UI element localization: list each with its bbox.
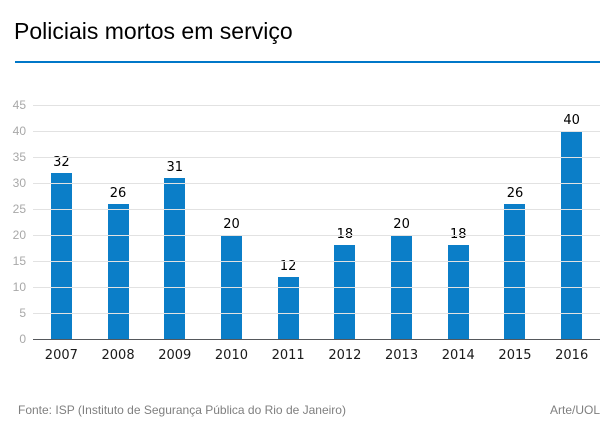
bar-group-2014: 18: [430, 105, 487, 339]
x-tick-label-2015: 2015: [498, 348, 532, 363]
bar-group-2015: 26: [487, 105, 544, 339]
title-underline: [15, 61, 600, 63]
y-tick-label-15: 15: [12, 254, 26, 268]
bar-2011: [277, 276, 299, 339]
gridline-15: [33, 261, 600, 262]
gridline-25: [33, 209, 600, 210]
gridline-35: [33, 157, 600, 158]
gridline-10: [33, 287, 600, 288]
y-tick-label-35: 35: [12, 150, 26, 164]
bar-group-2016: 40: [543, 105, 600, 339]
bar-2014: [447, 245, 469, 339]
chart-footer: Fonte: ISP (Instituto de Segurança Públi…: [18, 403, 600, 417]
x-tick-label-2011: 2011: [271, 348, 305, 363]
x-tick-label-2009: 2009: [158, 348, 192, 363]
x-axis: 2007 2008 2009 2010 2011 2012 2013 2014 2015 2016: [33, 348, 600, 363]
gridline-40: [33, 131, 600, 132]
bar-2008: [107, 203, 129, 339]
x-tick-label-2013: 2013: [385, 348, 419, 363]
bar-2015: [504, 203, 526, 339]
y-tick-label-25: 25: [12, 202, 26, 216]
y-tick-label-5: 5: [19, 306, 26, 320]
y-tick-label-30: 30: [12, 176, 26, 190]
bar-value-label-2007: 32: [53, 154, 70, 170]
bar-group-2009: 31: [146, 105, 203, 339]
bar-value-label-2009: 31: [166, 159, 184, 175]
bar-group-2010: 20: [203, 105, 260, 339]
x-tick-label-2007: 2007: [44, 348, 78, 363]
bar-group-2012: 18: [317, 105, 374, 339]
credit: Arte/UOL: [549, 403, 600, 417]
bar-group-2013: 20: [373, 105, 430, 339]
bar-value-label-2013: 20: [393, 217, 410, 232]
y-tick-label-45: 45: [12, 98, 26, 112]
y-tick-label-0: 0: [19, 332, 26, 346]
x-tick-label-2012: 2012: [328, 348, 362, 363]
y-tick-label-20: 20: [12, 228, 26, 242]
page-title: Policiais mortos em serviço: [14, 18, 293, 44]
bar-value-label-2014: 18: [450, 227, 467, 243]
gridline-5: [33, 313, 600, 314]
bar-value-label-2011: 12: [279, 258, 297, 274]
bars-container: 32 26 31 20 12 18 20 18 26 40: [33, 105, 600, 339]
x-tick-label-2010: 2010: [214, 348, 248, 363]
y-tick-label-40: 40: [12, 124, 26, 138]
x-tick-label-2014: 2014: [441, 348, 475, 363]
bar-value-label-2010: 20: [223, 217, 240, 232]
bar-2007: [50, 172, 72, 339]
x-tick-label-2008: 2008: [101, 348, 135, 363]
gridline-20: [33, 235, 600, 236]
bar-value-label-2012: 18: [336, 227, 354, 243]
axis-baseline: [33, 339, 600, 340]
source-note: Fonte: ISP (Instituto de Segurança Públi…: [18, 403, 346, 417]
bar-group-2008: 26: [90, 105, 147, 339]
bar-group-2011: 12: [260, 105, 317, 339]
y-tick-label-10: 10: [12, 280, 26, 294]
plot-area: 32 26 31 20 12 18 20 18 26 40: [33, 105, 600, 340]
bar-value-label-2015: 26: [506, 185, 524, 201]
bar-value-label-2016: 40: [563, 113, 580, 128]
bar-group-2007: 32: [33, 105, 90, 339]
bar-value-label-2008: 26: [109, 185, 127, 201]
x-tick-label-2016: 2016: [555, 348, 589, 363]
gridline-45: [33, 105, 600, 106]
gridline-30: [33, 183, 600, 184]
bar-2009: [164, 177, 186, 339]
bar-2012: [334, 245, 356, 339]
